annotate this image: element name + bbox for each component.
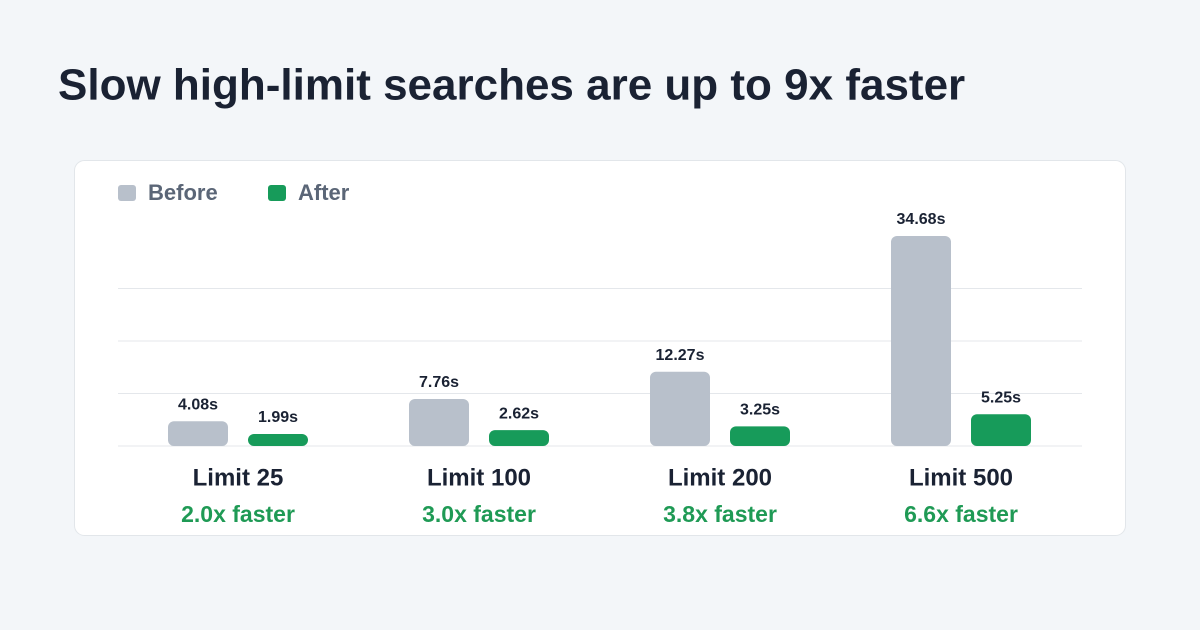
value-label: 4.08s xyxy=(178,397,218,414)
bar xyxy=(891,236,951,446)
legend-label: Before xyxy=(148,180,218,205)
speedup-label: 3.8x faster xyxy=(663,501,777,527)
bar xyxy=(971,414,1031,446)
bar xyxy=(248,433,308,446)
bar xyxy=(409,399,469,446)
x-tick-label: Limit 200 xyxy=(668,464,772,491)
bar xyxy=(650,371,710,446)
speedup-label: 6.6x faster xyxy=(904,501,1018,527)
bar xyxy=(489,430,549,446)
value-label: 34.68s xyxy=(897,211,946,228)
x-tick-label: Limit 100 xyxy=(427,464,531,491)
legend-label: After xyxy=(298,180,350,205)
chart-card xyxy=(74,160,1126,536)
legend-swatch xyxy=(268,185,286,201)
speedup-label: 2.0x faster xyxy=(181,501,295,527)
value-label: 5.25s xyxy=(981,389,1021,406)
bar xyxy=(168,421,228,446)
legend-swatch xyxy=(118,185,136,201)
value-label: 1.99s xyxy=(258,409,298,426)
value-label: 7.76s xyxy=(419,374,459,391)
value-label: 3.25s xyxy=(740,402,780,419)
bar xyxy=(730,426,790,446)
speedup-label: 3.0x faster xyxy=(422,501,536,527)
value-label: 2.62s xyxy=(499,405,539,422)
chart-title: Slow high-limit searches are up to 9x fa… xyxy=(58,61,965,110)
value-label: 12.27s xyxy=(656,347,705,364)
x-tick-label: Limit 25 xyxy=(193,464,284,491)
x-tick-label: Limit 500 xyxy=(909,464,1013,491)
